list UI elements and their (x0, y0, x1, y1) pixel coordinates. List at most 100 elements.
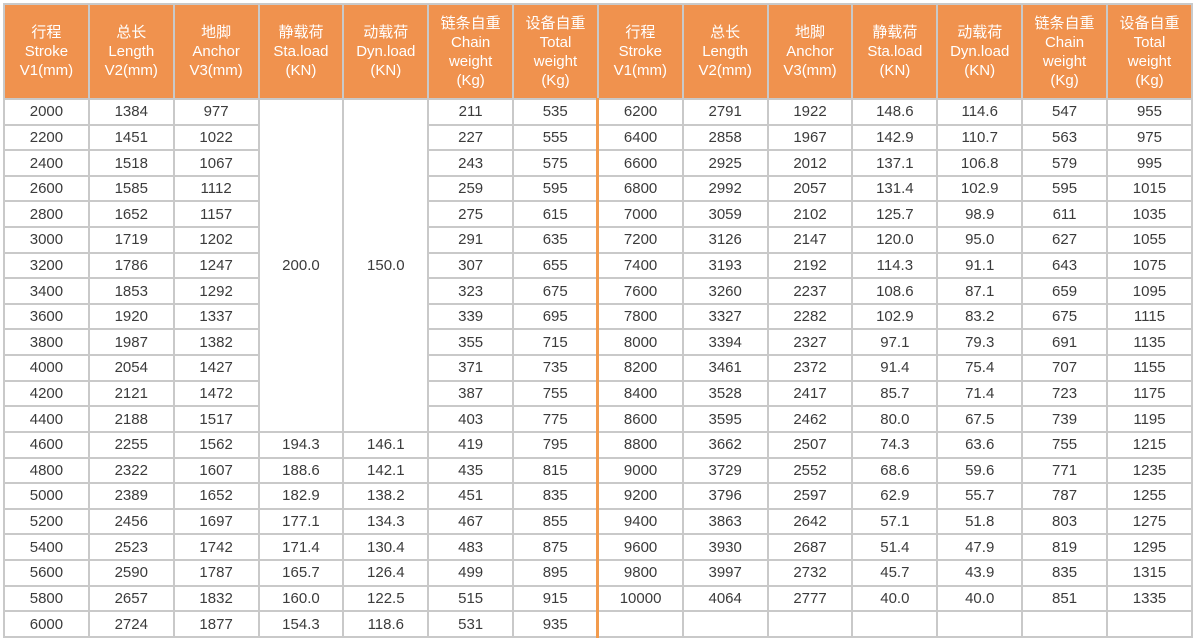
cell-stroke: 7000 (596, 200, 684, 229)
cell-length: 1719 (87, 226, 175, 254)
cell-dyn-load: 106.8 (936, 149, 1024, 177)
cell-length: 1585 (87, 174, 175, 203)
table-row: 2600 1585 1112 259 595 6800 2992 2057 131.4 102.9… (3, 174, 1194, 203)
cell-anchor: 2372 (766, 354, 854, 382)
cell-length: 3796 (681, 482, 769, 510)
cell-length: 3595 (681, 405, 769, 433)
cell-dyn-load: 138.2 (342, 482, 430, 510)
cell-chain-weight: 755 (1021, 430, 1108, 459)
cell-length: 3662 (681, 430, 769, 459)
cell-anchor: 977 (172, 98, 260, 126)
cell-chain-weight: 819 (1021, 533, 1108, 561)
cell-dyn-load: 43.9 (936, 558, 1024, 587)
cell-sta-load: 114.3 (851, 251, 939, 280)
cell-length: 1518 (87, 149, 175, 177)
header-line: 总长 (116, 24, 147, 41)
cell-total-weight: 915 (512, 584, 600, 613)
header-line: Anchor (192, 43, 240, 60)
table-row: 3600 1920 1337 339 695 7800 3327 2282 102.9 83.2 6… (3, 302, 1194, 331)
cell-stroke: 3800 (3, 328, 90, 357)
header-line: Dyn.load (950, 43, 1010, 60)
cell-length: 2523 (87, 533, 175, 561)
cell-dyn-load: 71.4 (936, 379, 1024, 408)
cell-chain-weight: 547 (1021, 98, 1108, 126)
cell-stroke: 2800 (3, 200, 90, 229)
cell-anchor: 2777 (766, 584, 854, 613)
cell-stroke: 3600 (3, 302, 90, 331)
cell-chain-weight: 803 (1021, 507, 1108, 536)
cell-anchor: 1112 (172, 174, 260, 203)
cell-total-weight: 795 (512, 430, 600, 459)
column-header-sta-load-right: 静载荷 Sta.load (KN) (851, 3, 939, 100)
header-line: Length (108, 43, 155, 60)
cell-chain-weight: 659 (1021, 277, 1108, 305)
cell-chain-weight: 595 (1021, 174, 1108, 203)
cell-dyn-load: 98.9 (936, 200, 1024, 229)
cell-stroke: 6000 (3, 610, 90, 638)
cell-anchor: 1517 (172, 405, 260, 433)
cell-total-weight: 1255 (1105, 482, 1194, 510)
cell-chain-weight: 291 (427, 226, 515, 254)
table-row: 4600 2255 1562 194.3 146.1 419 795 8800 3662 2507… (3, 430, 1194, 459)
table-row: 4200 2121 1472 387 755 8400 3528 2417 85.7 71.4 72… (3, 379, 1194, 408)
header-line: Sta.load (273, 43, 329, 60)
cell-sta-load: 45.7 (851, 558, 939, 587)
cell-dyn-load: 134.3 (342, 507, 430, 536)
cell-anchor: 1382 (172, 328, 260, 357)
header-line: 地脚 (201, 24, 232, 41)
cell-chain-weight: 403 (427, 405, 515, 433)
merged-sta-load-cell: 200.0 (257, 98, 345, 433)
cell-anchor (766, 610, 854, 638)
cell-sta-load: 160.0 (257, 584, 345, 613)
cell-length: 2925 (681, 149, 769, 177)
cell-dyn-load: 142.1 (342, 456, 430, 485)
cell-sta-load: 182.9 (257, 482, 345, 510)
cell-stroke: 4000 (3, 354, 90, 382)
spec-table: 行程 Stroke V1(mm) 总长 Length V2(mm) 地脚 Anchor V3(m… (3, 3, 1194, 638)
cell-stroke: 8400 (596, 379, 684, 408)
cell-sta-load: 194.3 (257, 430, 345, 459)
cell-sta-load: 40.0 (851, 584, 939, 613)
column-header-total-weight-left: 设备自重 Total weight (Kg) (512, 3, 599, 100)
cell-total-weight: 1175 (1105, 379, 1194, 408)
cell-total-weight: 855 (512, 507, 600, 536)
cell-dyn-load: 75.4 (936, 354, 1024, 382)
header-line: 链条自重 (440, 14, 501, 32)
header-line: (KN) (964, 62, 996, 79)
header-line: Sta.load (867, 43, 923, 60)
cell-anchor: 1832 (172, 584, 260, 613)
cell-dyn-load: 102.9 (936, 174, 1024, 203)
cell-anchor: 2012 (766, 149, 854, 177)
cell-total-weight: 875 (512, 533, 600, 561)
cell-chain-weight: 243 (427, 149, 515, 177)
cell-anchor: 2417 (766, 379, 854, 408)
header-line: 设备自重 (1119, 14, 1180, 32)
cell-length: 2188 (87, 405, 175, 433)
table-row: 3000 1719 1202 291 635 7200 3126 2147 120.0 95.0 6… (3, 226, 1194, 254)
cell-sta-load: 171.4 (257, 533, 345, 561)
cell-chain-weight: 563 (1021, 123, 1108, 152)
header-line: V1(mm) (613, 62, 667, 79)
cell-anchor: 1607 (172, 456, 260, 485)
cell-stroke: 5200 (3, 507, 90, 536)
table-header: 行程 Stroke V1(mm) 总长 Length V2(mm) 地脚 Anchor V3(m… (3, 3, 1194, 100)
header-line: V2(mm) (104, 62, 158, 79)
cell-total-weight: 1215 (1105, 430, 1194, 459)
header-row: 行程 Stroke V1(mm) 总长 Length V2(mm) 地脚 Anchor V3(m… (3, 3, 1194, 100)
cell-chain-weight: 611 (1021, 200, 1108, 229)
header-line: weight (448, 52, 493, 70)
merged-dyn-load-cell: 150.0 (342, 98, 430, 433)
column-header-dyn-load-right: 动载荷 Dyn.load (KN) (936, 3, 1024, 100)
cell-stroke: 6800 (596, 174, 684, 203)
cell-chain-weight: 371 (427, 354, 515, 382)
cell-sta-load: 57.1 (851, 507, 939, 536)
cell-sta-load: 148.6 (851, 98, 939, 126)
cell-stroke: 9800 (596, 558, 684, 587)
cell-stroke: 3000 (3, 226, 90, 254)
cell-dyn-load: 91.1 (936, 251, 1024, 280)
header-line: 设备自重 (525, 14, 586, 32)
header-line: (KN) (370, 62, 402, 79)
header-line: 静载荷 (872, 24, 918, 41)
cell-stroke: 4600 (3, 430, 90, 459)
